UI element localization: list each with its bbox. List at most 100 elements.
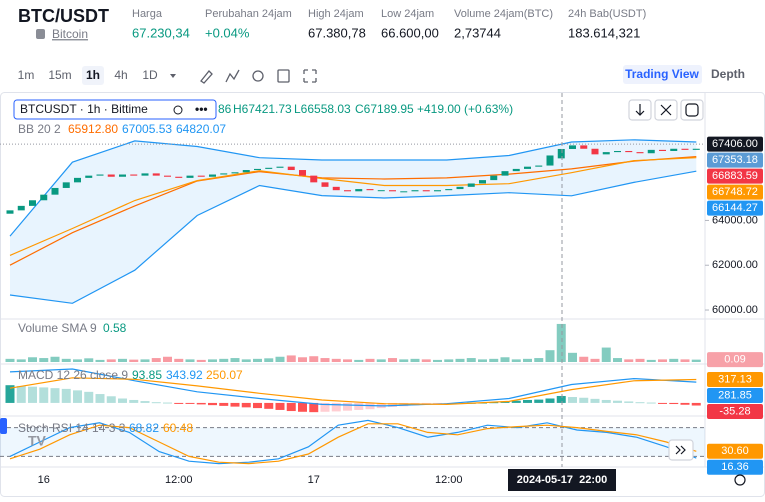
candle — [524, 166, 531, 169]
control-box[interactable] — [628, 99, 652, 121]
candle — [17, 205, 25, 211]
interval-button[interactable]: 1D — [142, 68, 158, 82]
volume-bar — [343, 359, 352, 362]
view-tab[interactable]: Trading View — [625, 67, 699, 81]
control-box[interactable] — [654, 99, 678, 121]
axis-label: 66748.72 — [712, 186, 758, 198]
volume-bar — [691, 359, 701, 362]
macd-hist-bar — [354, 402, 364, 410]
axis-label-box — [707, 388, 763, 404]
macd-hist-bar — [163, 402, 172, 404]
volume-bar — [399, 359, 409, 362]
coin-icon — [36, 29, 45, 39]
control-box[interactable] — [680, 99, 704, 121]
candle — [411, 190, 419, 192]
candle — [692, 148, 700, 150]
plot: 60000.00 62000.00 64000.00 67406.00 67353.18… — [0, 136, 763, 486]
stat-value: 183.614,321 — [568, 25, 640, 40]
macd-hist-bar — [174, 402, 184, 404]
scroll-icon[interactable] — [675, 445, 686, 455]
pane-tab[interactable] — [0, 418, 7, 434]
arrow-down-icon[interactable] — [635, 104, 645, 116]
volume-bar — [523, 358, 532, 362]
candle — [400, 191, 408, 193]
volume-bar — [230, 358, 240, 362]
candle — [299, 170, 306, 176]
macd-hist-bar — [106, 396, 116, 403]
macd-hist-bar — [613, 400, 622, 403]
candle — [231, 172, 239, 174]
volume-bar — [613, 358, 622, 362]
eye-icon[interactable] — [173, 105, 183, 115]
macd-hist-bar — [646, 402, 656, 404]
candle — [344, 190, 351, 192]
bb-upper: 67005.53 — [122, 122, 172, 136]
volume-bar — [196, 359, 206, 362]
x-tick-label: 12:00 — [165, 474, 193, 486]
y-tick-label: 62000.00 — [712, 259, 758, 271]
settings-icon[interactable] — [252, 70, 264, 82]
macd-hist-bar — [669, 402, 679, 405]
axis-label: 0.09 — [724, 354, 745, 366]
scroll-button[interactable] — [668, 439, 694, 461]
stat-label: Volume 24jam(BTC) — [454, 8, 553, 20]
fullscreen-icon[interactable] — [303, 69, 317, 83]
volume-bar — [84, 358, 94, 362]
axis-label-box — [707, 168, 763, 184]
indicator-icon[interactable] — [225, 69, 240, 83]
macd-hist-bar — [196, 402, 206, 405]
stat-label: Low 24jam — [381, 8, 434, 20]
bb-basis: 65912.80 — [68, 122, 118, 136]
macd-hist-bar — [230, 402, 240, 407]
bb-basis-line — [9, 156, 697, 266]
candle — [209, 174, 216, 177]
volume-title: Volume SMA 9 — [18, 321, 97, 335]
toolbar: 1m 15m 1h 4h 1D Trading View Depth — [18, 65, 745, 85]
stoch-title: Stoch RSI 14 14 3 3 — [18, 421, 126, 435]
interval-button[interactable]: 1m — [18, 68, 35, 82]
x-tick-label: 17 — [308, 474, 320, 486]
candle — [535, 165, 543, 167]
macd-hist-bar — [5, 385, 15, 403]
macd-hist-bar — [253, 402, 262, 409]
stoch-k-line — [9, 419, 697, 465]
volume-bar — [5, 358, 15, 362]
tv-logo: TV — [28, 433, 47, 449]
volume-bar — [646, 359, 656, 362]
chart-controls — [628, 99, 746, 486]
macd-hist-bar — [624, 401, 634, 403]
chart-settings-icon[interactable] — [734, 474, 746, 486]
candle — [580, 145, 588, 149]
volume-bar — [511, 359, 521, 362]
maximize-icon[interactable] — [685, 103, 699, 117]
save-icon[interactable] — [277, 69, 290, 83]
volume-bar — [534, 358, 544, 362]
x-tick-label: 12:00 — [435, 474, 463, 486]
candle — [96, 174, 104, 176]
volume-bar — [28, 357, 37, 362]
more-icon[interactable]: ••• — [195, 102, 208, 116]
symbol-legend-box[interactable] — [13, 99, 217, 120]
volume-bar — [388, 358, 397, 362]
macd-hist-bar — [320, 402, 330, 412]
draw-icon[interactable] — [200, 70, 213, 84]
volume-bar — [680, 359, 690, 362]
volume-bar — [624, 359, 634, 362]
interval-dropdown[interactable] — [170, 74, 176, 78]
view-tab[interactable]: Depth — [711, 67, 745, 81]
volume-bar — [298, 357, 307, 362]
stoch-d-line — [9, 423, 697, 465]
candle — [119, 174, 126, 177]
volume-bar — [590, 358, 600, 362]
stat-label: High 24jam — [308, 8, 364, 20]
coin-link[interactable]: Bitcoin — [52, 27, 88, 41]
volume-bar — [635, 358, 645, 362]
interval-button[interactable]: 4h — [114, 68, 127, 82]
candle — [242, 170, 250, 173]
candle — [152, 173, 160, 176]
interval-button[interactable]: 15m — [48, 68, 71, 82]
close-icon[interactable] — [660, 104, 672, 116]
interval-button[interactable]: 1h — [86, 68, 100, 82]
volume-bar — [95, 359, 105, 362]
